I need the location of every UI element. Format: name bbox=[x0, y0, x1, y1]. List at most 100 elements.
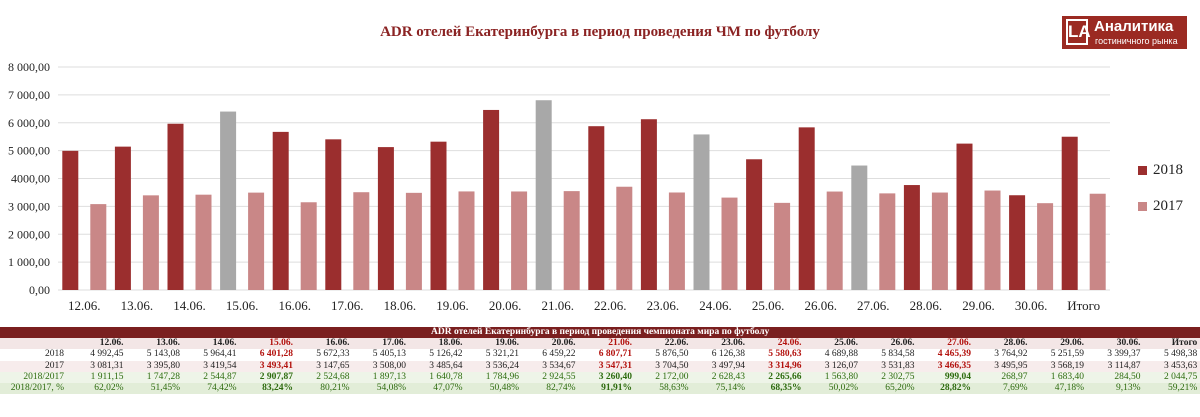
table-cell: 5 964,41 bbox=[183, 349, 240, 361]
table-header-cell: 21.06. bbox=[578, 338, 635, 350]
table-cell: 3 704,50 bbox=[635, 360, 692, 372]
bar-2017 bbox=[195, 194, 212, 290]
logo-name: Аналитика bbox=[1094, 18, 1174, 35]
table-cell: 9,13% bbox=[1087, 382, 1144, 395]
table-cell: 268,97 bbox=[974, 371, 1031, 383]
y-tick-label: 4000,00 bbox=[11, 172, 50, 186]
table-header-cell: 16.06. bbox=[296, 338, 353, 350]
table-cell: 284,50 bbox=[1087, 371, 1144, 383]
bar-2017 bbox=[142, 195, 159, 290]
table-cell: 6 807,71 bbox=[578, 349, 635, 361]
table-header-cell: 17.06. bbox=[352, 338, 409, 350]
table-header-cell: 26.06. bbox=[861, 338, 918, 350]
table-cell: 1 784,96 bbox=[465, 371, 522, 383]
bar-2018 bbox=[62, 150, 79, 290]
x-tick-label: 18.06. bbox=[384, 298, 417, 313]
x-tick-label: 21.06. bbox=[541, 298, 574, 313]
bar-2018 bbox=[483, 109, 500, 290]
table-cell: 2 172,00 bbox=[635, 371, 692, 383]
table-cell: 4 992,45 bbox=[70, 349, 127, 361]
x-tick-label: 13.06. bbox=[121, 298, 154, 313]
table-header-row: 12.06. 13.06. 14.06. 15.06. 16.06. 17.06. 18.0… bbox=[0, 338, 1200, 350]
table-header-cell: 14.06. bbox=[183, 338, 240, 350]
bar-2018 bbox=[535, 100, 552, 291]
table-cell: 5 876,50 bbox=[635, 349, 692, 361]
bar-2017 bbox=[879, 193, 896, 290]
x-tick-label: 26.06. bbox=[804, 298, 837, 313]
table-header-cell: 24.06. bbox=[748, 338, 805, 350]
table-row: 2018/2017 1 911,15 1 747,28 2 544,87 2 907,8… bbox=[0, 371, 1200, 383]
table-cell: 3 568,19 bbox=[1030, 360, 1087, 372]
x-tick-label: 16.06. bbox=[278, 298, 311, 313]
logo-mark: LA bbox=[1066, 19, 1091, 45]
data-table: ADR отелей Екатеринбурга в период провед… bbox=[0, 327, 1200, 395]
table-cell: 2 524,68 bbox=[296, 371, 353, 383]
table-cell: 1 747,28 bbox=[126, 371, 183, 383]
table-cell: 6 401,28 bbox=[239, 349, 296, 361]
table-cell: 2 924,55 bbox=[522, 371, 579, 383]
table-cell: 68,35% bbox=[748, 382, 805, 395]
brand-logo: LA Аналитика гостиничного рынка bbox=[1062, 16, 1187, 49]
table-cell: 58,63% bbox=[635, 382, 692, 395]
table-corner-cell bbox=[0, 338, 70, 350]
chart-title: ADR отелей Екатеринбурга в период провед… bbox=[380, 24, 820, 40]
table-cell: 59,21% bbox=[1143, 382, 1200, 395]
table-cell: 5 143,08 bbox=[126, 349, 183, 361]
table-cell: 3 314,96 bbox=[748, 360, 805, 372]
legend-item-2018: 2018 bbox=[1138, 160, 1183, 180]
table-cell: 51,45% bbox=[126, 382, 183, 395]
table-cell: 5 251,59 bbox=[1030, 349, 1087, 361]
bar-2017 bbox=[353, 192, 370, 290]
table-cell: 4 465,39 bbox=[917, 349, 974, 361]
bar-2017 bbox=[458, 191, 475, 290]
x-tick-label: 15.06. bbox=[226, 298, 259, 313]
x-tick-label: 25.06. bbox=[752, 298, 785, 313]
legend-swatch-2018 bbox=[1138, 165, 1147, 175]
table-cell: 2 544,87 bbox=[183, 371, 240, 383]
bar-2017 bbox=[300, 202, 317, 290]
table-cell: 80,21% bbox=[296, 382, 353, 395]
bar-2018 bbox=[1009, 195, 1026, 290]
table-header-cell: 30.06. bbox=[1087, 338, 1144, 350]
bar-2017 bbox=[511, 191, 528, 290]
table-cell: 6 126,38 bbox=[691, 349, 748, 361]
table-cell: 74,42% bbox=[183, 382, 240, 395]
x-tick-label: 14.06. bbox=[173, 298, 206, 313]
x-tick-label: Итого bbox=[1067, 298, 1100, 313]
table-cell: 62,02% bbox=[70, 382, 127, 395]
table-cell: 2 907,87 bbox=[239, 371, 296, 383]
table-cell: 28,82% bbox=[917, 382, 974, 395]
table-cell: 3 508,00 bbox=[352, 360, 409, 372]
table-cell: 1 640,78 bbox=[409, 371, 466, 383]
table-header-cell: 29.06. bbox=[1030, 338, 1087, 350]
table-cell: 47,18% bbox=[1030, 382, 1087, 395]
x-tick-label: 22.06. bbox=[594, 298, 627, 313]
y-tick-label: 8 000,00 bbox=[8, 60, 50, 74]
table-cell: 3 485,64 bbox=[409, 360, 466, 372]
table-cell: 3 453,63 bbox=[1143, 360, 1200, 372]
bar-2017 bbox=[1089, 193, 1106, 290]
table-cell: 3 466,35 bbox=[917, 360, 974, 372]
table-row-label: 2018/2017 bbox=[0, 371, 70, 383]
bar-2018 bbox=[903, 185, 920, 290]
legend-label-2018: 2018 bbox=[1153, 161, 1183, 178]
legend-item-2017: 2017 bbox=[1138, 196, 1183, 216]
bar-2018 bbox=[640, 119, 657, 290]
table-cell: 5 405,13 bbox=[352, 349, 409, 361]
table-cell: 3 531,83 bbox=[861, 360, 918, 372]
bar-2018 bbox=[325, 139, 342, 290]
table-cell: 3 399,37 bbox=[1087, 349, 1144, 361]
x-tick-label: 23.06. bbox=[647, 298, 680, 313]
table-header-cell: 20.06. bbox=[522, 338, 579, 350]
table-cell: 2 044,75 bbox=[1143, 371, 1200, 383]
x-tick-label: 12.06. bbox=[68, 298, 101, 313]
y-tick-label: 2 000,00 bbox=[8, 227, 50, 241]
bar-2017 bbox=[616, 186, 633, 290]
bar-2018 bbox=[693, 134, 710, 290]
table-cell: 7,69% bbox=[974, 382, 1031, 395]
table-header-cell: 25.06. bbox=[804, 338, 861, 350]
table-cell: 3 493,41 bbox=[239, 360, 296, 372]
bar-2017 bbox=[668, 192, 685, 290]
y-tick-label: 0,00 bbox=[29, 283, 50, 297]
bar-chart: 0,00 1 000,00 2 000,00 3 000,00 4000,00 5 000… bbox=[8, 60, 1110, 313]
